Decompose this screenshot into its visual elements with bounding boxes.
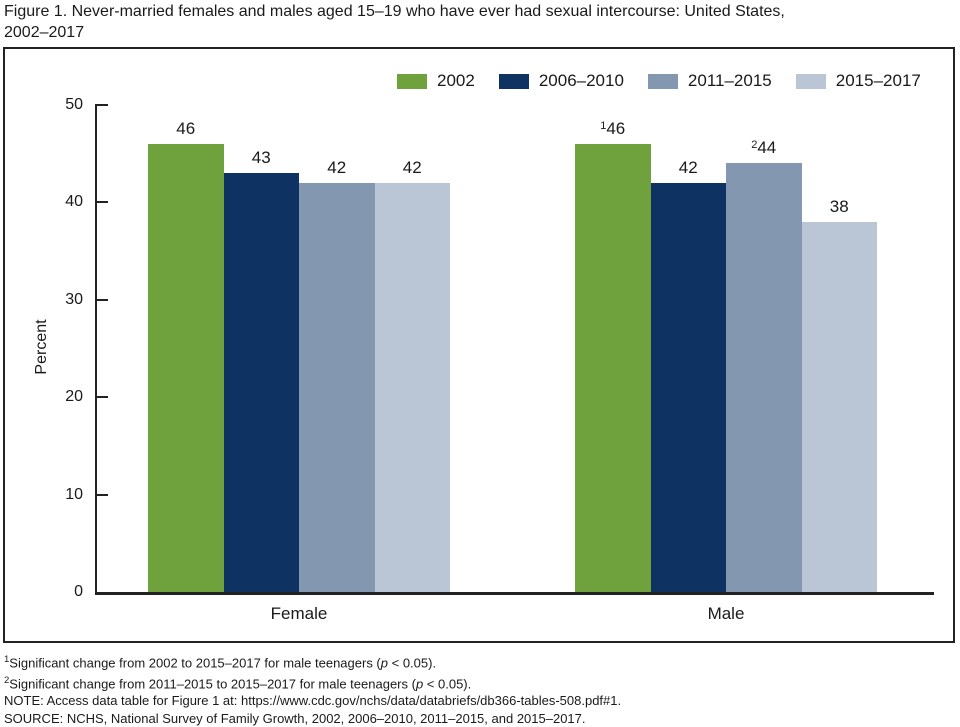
- y-axis-title: Percent: [33, 319, 50, 375]
- bar-value-2011–2015-Female: 42: [327, 157, 347, 177]
- footnote-2-text: Significant change from 2011–2015 to 201…: [9, 675, 416, 691]
- bar-value-2015–2017-Male: 38: [829, 196, 849, 216]
- legend-label: 2006–2010: [538, 71, 624, 90]
- footnote-1-pvalue: p: [380, 655, 388, 671]
- footnote-2-pvalue: p: [415, 675, 424, 691]
- x-axis-line: [95, 592, 934, 595]
- value-superscript: 1: [600, 119, 607, 132]
- y-tick-mark: [95, 493, 108, 496]
- y-tick-mark: [95, 298, 108, 301]
- footnotes: 1Significant change from 2002 to 2015–20…: [4, 651, 621, 727]
- footnote-2-tail: < 0.05).: [423, 675, 472, 691]
- y-tick-mark: [95, 396, 108, 399]
- bar-value-2015–2017-Female: 42: [402, 157, 422, 177]
- legend-item-3: 2011–2015: [647, 71, 772, 91]
- legend-swatch-icon: [498, 73, 529, 89]
- bar-value-2006–2010-Female: 43: [251, 148, 271, 168]
- plot-area: 0 10 20 30 40 50 Percent 46 146 43 42 42 244 42 38 Fema…: [5, 49, 953, 641]
- footnote-1-tail: < 0.05).: [388, 655, 437, 671]
- legend-swatch-icon: [795, 73, 826, 89]
- legend-item-2: 2006–2010: [498, 71, 624, 91]
- y-tick-label: 50: [65, 96, 83, 113]
- footnote-note: NOTE: Access data table for Figure 1 at:…: [4, 693, 622, 709]
- y-tick-label: 0: [74, 583, 83, 600]
- y-axis-line: [95, 105, 97, 595]
- footnote-2: 2Significant change from 2011–2015 to 20…: [4, 672, 621, 693]
- figure-title-line1: Figure 1. Never-married females and male…: [4, 3, 785, 20]
- chart-frame: 2002 2006–2010 2011–2015 2015–2017 0 10 20 30 4…: [3, 47, 955, 643]
- value-superscript: 2: [751, 139, 758, 152]
- bar-2015–2017-Female: [374, 182, 450, 594]
- y-tick-label: 20: [65, 388, 83, 406]
- bar-2015–2017-Male: [801, 221, 877, 594]
- category-label-male: Male: [707, 604, 745, 623]
- bar-2002-Female: [148, 143, 224, 594]
- bar-value-2006–2010-Male: 42: [678, 157, 698, 177]
- y-tick-label: 10: [65, 485, 83, 503]
- legend-swatch-icon: [647, 73, 678, 89]
- footnote-source: SOURCE: NCHS, National Survey of Family …: [4, 710, 586, 726]
- y-tick-label: 30: [65, 290, 83, 308]
- footnote-1-text: Significant change from 2002 to 2015–201…: [9, 655, 381, 671]
- bar-2006–2010-Female: [223, 173, 299, 594]
- legend-label: 2002: [437, 71, 475, 90]
- figure-title-line2: 2002–2017: [4, 24, 85, 41]
- legend-item-4: 2015–2017: [795, 71, 921, 91]
- chart-legend: 2002 2006–2010 2011–2015 2015–2017: [397, 71, 945, 91]
- y-tick-mark: [95, 104, 108, 106]
- footnote-2-superscript: 2: [4, 674, 10, 686]
- bar-2011–2015-Female: [299, 182, 375, 594]
- bar-2011–2015-Male: [726, 163, 802, 594]
- figure-title: Figure 1. Never-married females and male…: [4, 1, 948, 43]
- y-tick-label: 40: [65, 193, 83, 211]
- bar-value-2002-Female: 46: [176, 118, 196, 138]
- legend-item-1: 2002: [397, 71, 475, 91]
- bar-2002-Male: [575, 143, 651, 594]
- legend-swatch-icon: [397, 73, 427, 89]
- bar-value-2002-Male: 146: [600, 118, 626, 138]
- bar-2006–2010-Male: [650, 182, 726, 594]
- bar-value-2011–2015-Male: 244: [751, 138, 777, 158]
- y-tick-mark: [95, 201, 108, 204]
- footnote-1: 1Significant change from 2002 to 2015–20…: [4, 651, 621, 672]
- legend-label: 2015–2017: [835, 71, 921, 90]
- legend-label: 2011–2015: [687, 71, 772, 90]
- footnote-1-superscript: 1: [4, 654, 10, 665]
- category-label-female: Female: [270, 604, 328, 623]
